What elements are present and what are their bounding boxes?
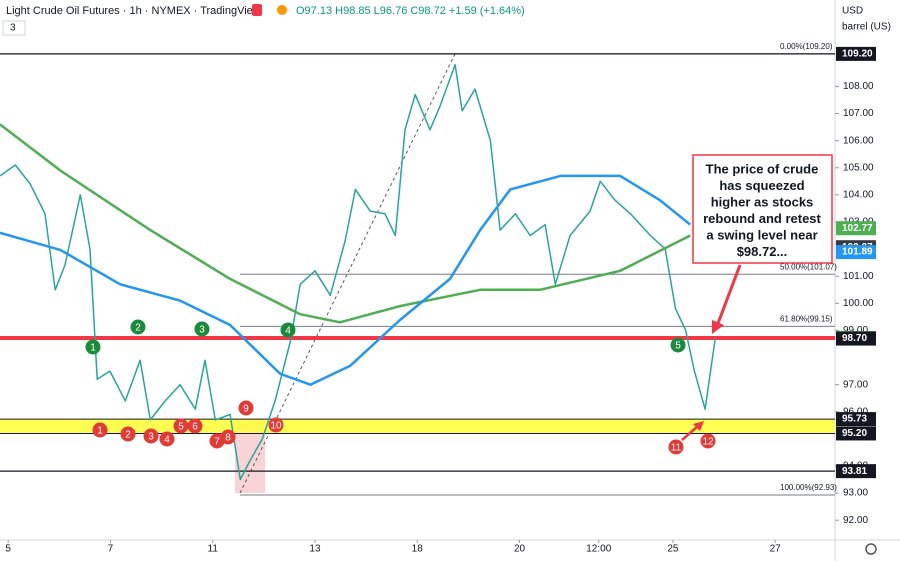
red-marker-label: 10 xyxy=(270,421,282,432)
red-marker-label: 9 xyxy=(243,404,249,415)
price-tag xyxy=(836,331,876,346)
price-tag-label: 109.20 xyxy=(842,49,873,60)
price-tag xyxy=(836,221,876,236)
red-marker-label: 1 xyxy=(97,426,103,437)
annotation-text: a swing level near xyxy=(706,227,817,242)
indicator-toggle[interactable] xyxy=(2,20,26,36)
icon xyxy=(277,5,287,15)
price-tag xyxy=(836,245,876,260)
green-marker-label: 1 xyxy=(90,343,96,354)
price-tag-label: 95.20 xyxy=(842,428,867,439)
y-tick-label: 101.00 xyxy=(843,271,874,282)
y-tick-label: 106.00 xyxy=(843,135,874,146)
x-tick-label: 5 xyxy=(5,544,11,555)
arrow xyxy=(715,264,742,327)
red-marker xyxy=(159,431,175,447)
y-tick-label: 97.00 xyxy=(843,379,868,390)
red-marker xyxy=(268,417,284,433)
settings-icon[interactable] xyxy=(865,543,877,555)
support-zone xyxy=(0,419,835,434)
green-marker xyxy=(280,322,296,338)
y-tick-label: 107.00 xyxy=(843,108,874,119)
price-tag xyxy=(836,46,876,61)
y-tick-label: 92.00 xyxy=(843,515,868,526)
annotation-text: rebound and retest xyxy=(703,211,821,226)
red-marker xyxy=(187,418,203,434)
y-tick-label: 96.00 xyxy=(843,406,868,417)
red-marker xyxy=(220,429,236,445)
red-marker-label: 12 xyxy=(702,437,714,448)
x-tick-label: 20 xyxy=(514,544,526,555)
x-tick-label: 12:00 xyxy=(586,544,611,555)
red-marker-label: 2 xyxy=(125,430,131,441)
green-marker xyxy=(130,319,146,335)
red-marker-label: 4 xyxy=(164,435,170,446)
arrow-head xyxy=(712,320,724,334)
annotation-box xyxy=(692,154,833,264)
price-tag xyxy=(836,464,876,479)
price-tag-label: 93.81 xyxy=(842,466,867,477)
arrow-head xyxy=(693,421,704,431)
red-marker xyxy=(700,433,716,449)
x-tick-label: 11 xyxy=(208,544,219,555)
x-tick-label: 13 xyxy=(309,544,321,555)
price-tag xyxy=(836,412,876,427)
y-tick-label: 104.00 xyxy=(843,190,874,201)
annotation-text: The price of crude xyxy=(706,161,819,176)
x-tick-label: 18 xyxy=(412,544,424,555)
fib-label: 50.00%(101.07) xyxy=(780,262,837,271)
y-tick-label: 99.00 xyxy=(843,325,868,336)
red-marker xyxy=(173,418,189,434)
annotation-text: $98.72... xyxy=(737,244,788,259)
annotation-text: has squeezed xyxy=(719,178,804,193)
green-marker xyxy=(670,337,686,353)
x-tick-label: 7 xyxy=(108,544,114,555)
series-line xyxy=(0,174,692,386)
y-tick-label: 93.00 xyxy=(843,488,868,499)
arrow xyxy=(681,425,699,441)
price-tag-label: 102.77 xyxy=(842,223,873,234)
y-tick-label: 108.00 xyxy=(843,81,874,92)
red-marker-label: 6 xyxy=(192,422,198,433)
y-tick-label: 105.00 xyxy=(843,162,874,173)
red-marker xyxy=(238,400,254,416)
red-marker-label: 11 xyxy=(671,443,682,454)
red-marker xyxy=(120,426,136,442)
green-marker-label: 3 xyxy=(199,325,205,336)
green-marker-label: 5 xyxy=(675,341,681,352)
ohlc: O97.13 H98.85 L96.76 C98.72 +1.59 (+1.64… xyxy=(296,5,525,17)
red-marker-label: 8 xyxy=(225,433,231,444)
x-tick-label: 27 xyxy=(770,544,782,555)
annotation-text: higher as stocks xyxy=(711,194,814,209)
green-marker-label: 4 xyxy=(285,326,291,337)
indicator-count: 3 xyxy=(10,23,16,34)
symbol-title: Light Crude Oil Futures · 1h · NYMEX · T… xyxy=(6,5,261,17)
x-tick-label: 25 xyxy=(667,544,679,555)
red-marker xyxy=(92,422,108,438)
red-marker-label: 7 xyxy=(214,437,220,448)
green-marker xyxy=(194,321,210,337)
series-line xyxy=(0,63,717,481)
fib-label: 61.80%(99.15) xyxy=(780,314,833,323)
price-tag-label: 98.70 xyxy=(842,333,867,344)
red-marker-label: 3 xyxy=(148,432,154,443)
red-marker-label: 5 xyxy=(178,422,184,433)
red-marker xyxy=(668,439,684,455)
fib-label: 0.00%(109.20) xyxy=(780,42,833,51)
unit: barrel (US) xyxy=(842,22,891,33)
green-marker-label: 2 xyxy=(135,323,141,334)
y-tick-label: 100.00 xyxy=(843,298,874,309)
icon xyxy=(252,4,262,16)
currency: USD xyxy=(842,6,863,17)
price-tag-label: 95.73 xyxy=(842,414,867,425)
fib-label: 100.00%(92.93) xyxy=(780,483,837,492)
price-tag-label: 101.89 xyxy=(842,247,873,258)
red-marker xyxy=(143,428,159,444)
green-marker xyxy=(85,339,101,355)
series-line xyxy=(0,123,691,324)
price-tag xyxy=(836,426,876,441)
